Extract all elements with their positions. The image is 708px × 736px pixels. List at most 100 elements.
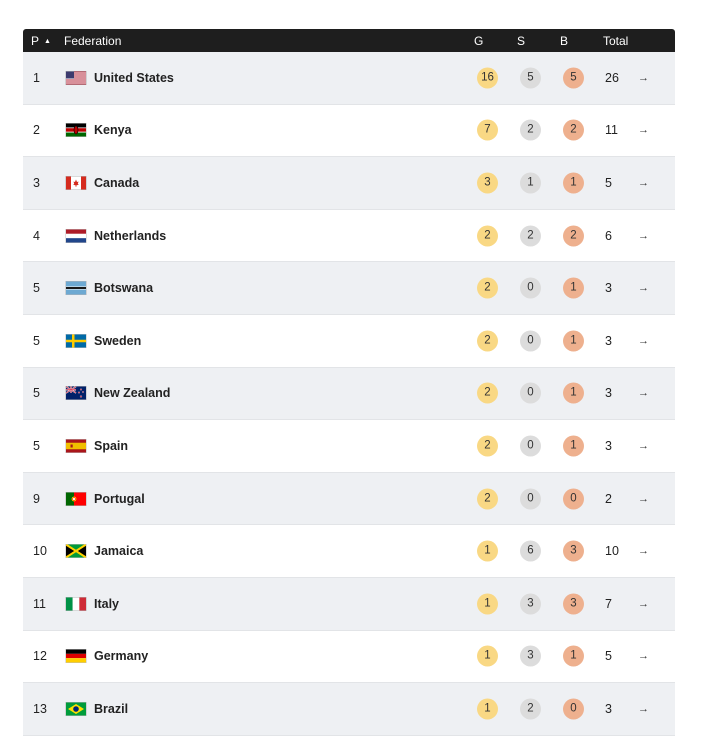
gold-count: 7	[477, 119, 498, 141]
arrow-right-icon[interactable]: →	[638, 545, 649, 558]
canada-flag-icon	[66, 176, 86, 190]
botswana-flag-icon	[66, 281, 86, 295]
arrow-right-icon[interactable]: →	[638, 334, 649, 347]
table-header: P ▲ Federation G S B Total	[23, 29, 675, 52]
arrow-right-icon[interactable]: →	[638, 439, 649, 452]
silver-count: 1	[520, 172, 541, 194]
rank: 12	[33, 649, 47, 664]
table-row[interactable]: 13 Brazil 1 2 0 3 →	[23, 683, 675, 736]
federation-name[interactable]: Kenya	[94, 123, 132, 138]
position-column-header[interactable]: P	[31, 34, 40, 48]
table-body: 1 United States 16 5 5 26 → 2 Kenya 7 2 2 11 → 3 Canada…	[23, 52, 675, 736]
portugal-flag-icon	[66, 492, 86, 506]
federation-name[interactable]: Portugal	[94, 491, 145, 506]
federation-name[interactable]: Germany	[94, 649, 149, 664]
table-row[interactable]: 5 New Zealand 2 0 1 3 →	[23, 367, 675, 421]
silver-count: 0	[520, 488, 541, 510]
italy-flag-icon	[66, 597, 86, 611]
total-count: 3	[605, 438, 612, 453]
gold-count: 2	[477, 488, 498, 510]
federation-name[interactable]: United States	[94, 70, 174, 85]
sort-ascending-icon[interactable]: ▲	[44, 38, 51, 45]
bronze-count: 2	[563, 119, 584, 141]
table-row[interactable]: 5 Botswana 2 0 1 3 →	[23, 262, 675, 315]
table-row[interactable]: 5 Spain 2 0 1 3 →	[23, 420, 675, 473]
federation-name[interactable]: Italy	[94, 596, 120, 611]
brazil-flag-icon	[66, 702, 86, 716]
arrow-right-icon[interactable]: →	[638, 71, 649, 84]
total-column-header[interactable]: Total	[603, 34, 629, 48]
federation-name[interactable]: Canada	[94, 175, 140, 190]
silver-count: 3	[520, 645, 541, 667]
arrow-right-icon[interactable]: →	[638, 176, 649, 189]
bronze-column-header[interactable]: B	[560, 34, 569, 48]
bronze-count: 1	[563, 435, 584, 457]
table-row[interactable]: 5 Sweden 2 0 1 3 →	[23, 314, 675, 368]
rank: 1	[33, 70, 40, 85]
rank: 4	[33, 228, 40, 243]
gold-count: 2	[477, 382, 498, 404]
silver-count: 2	[520, 119, 541, 141]
total-count: 10	[605, 544, 619, 559]
silver-count: 0	[520, 435, 541, 457]
federation-name[interactable]: Botswana	[94, 281, 154, 296]
federation-name[interactable]: Jamaica	[94, 544, 144, 559]
federation-name[interactable]: Spain	[94, 438, 129, 453]
total-count: 26	[605, 70, 619, 85]
federation-name[interactable]: New Zealand	[94, 386, 171, 401]
silver-column-header[interactable]: S	[517, 34, 526, 48]
silver-count: 0	[520, 330, 541, 352]
arrow-right-icon[interactable]: →	[638, 124, 649, 137]
jamaica-flag-icon	[66, 544, 86, 558]
federation-name[interactable]: Sweden	[94, 333, 142, 348]
gold-column-header[interactable]: G	[474, 34, 484, 48]
arrow-right-icon[interactable]: →	[638, 702, 649, 715]
rank: 11	[33, 596, 46, 611]
table-row[interactable]: 1 United States 16 5 5 26 →	[23, 52, 675, 105]
bronze-count: 1	[563, 330, 584, 352]
table-row[interactable]: 10 Jamaica 1 6 3 10 →	[23, 525, 675, 578]
gold-count: 16	[477, 67, 498, 89]
arrow-right-icon[interactable]: →	[638, 492, 649, 505]
netherlands-flag-icon	[66, 229, 86, 243]
arrow-right-icon[interactable]: →	[638, 229, 649, 242]
silver-count: 2	[520, 225, 541, 247]
spain-flag-icon	[66, 439, 86, 453]
rank: 5	[33, 438, 40, 453]
bronze-count: 1	[563, 382, 584, 404]
table-row[interactable]: 3 Canada 3 1 1 5 →	[23, 157, 675, 210]
arrow-right-icon[interactable]: →	[638, 282, 649, 295]
gold-count: 3	[477, 172, 498, 194]
gold-count: 2	[477, 225, 498, 247]
silver-count: 3	[520, 593, 541, 615]
rank: 9	[33, 491, 40, 506]
kenya-flag-icon	[66, 123, 86, 137]
rank: 10	[33, 544, 47, 559]
federation-name[interactable]: Brazil	[94, 701, 129, 716]
silver-count: 6	[520, 540, 541, 562]
federation-name[interactable]: Netherlands	[94, 228, 167, 243]
total-count: 3	[605, 333, 612, 348]
table-row[interactable]: 2 Kenya 7 2 2 11 →	[23, 104, 675, 158]
rank: 5	[33, 386, 40, 401]
total-count: 5	[605, 175, 612, 190]
table-row[interactable]: 12 Germany 1 3 1 5 →	[23, 630, 675, 684]
table-row[interactable]: 11 Italy 1 3 3 7 →	[23, 577, 675, 631]
arrow-right-icon[interactable]: →	[638, 597, 649, 610]
total-count: 3	[605, 281, 612, 296]
bronze-count: 1	[563, 172, 584, 194]
total-count: 3	[605, 701, 612, 716]
federation-column-header[interactable]: Federation	[64, 34, 122, 48]
total-count: 2	[605, 491, 612, 506]
silver-count: 5	[520, 67, 541, 89]
gold-count: 1	[477, 593, 498, 615]
total-count: 6	[605, 228, 612, 243]
table-row[interactable]: 9 Portugal 2 0 0 2 →	[23, 472, 675, 526]
rank: 5	[33, 333, 40, 348]
bronze-count: 5	[563, 67, 584, 89]
gold-count: 2	[477, 435, 498, 457]
arrow-right-icon[interactable]: →	[638, 650, 649, 663]
table-row[interactable]: 4 Netherlands 2 2 2 6 →	[23, 209, 675, 263]
arrow-right-icon[interactable]: →	[638, 387, 649, 400]
us-flag-icon	[66, 71, 86, 85]
